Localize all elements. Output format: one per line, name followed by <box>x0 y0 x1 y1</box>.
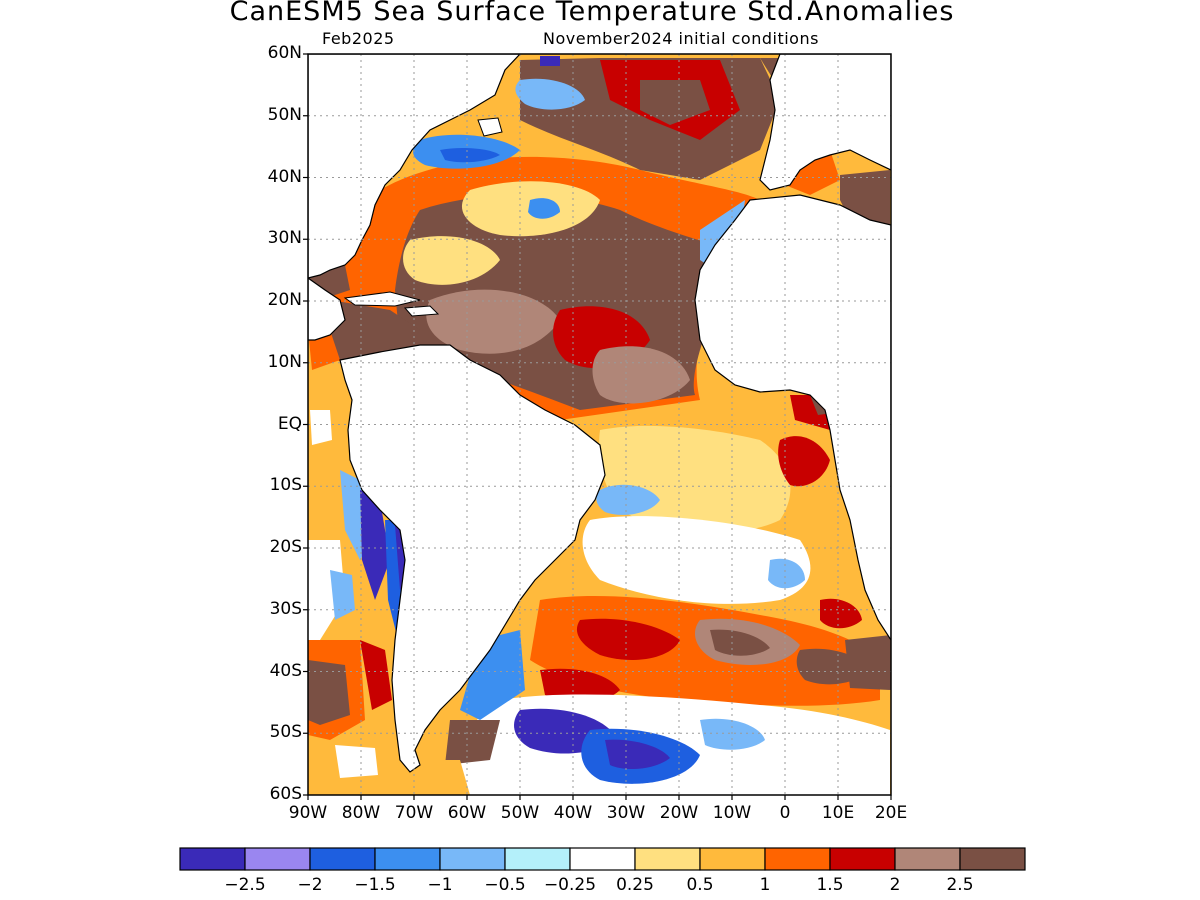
lon-tick-label: 90W <box>288 803 328 823</box>
lat-tick-label: 10S <box>269 475 302 496</box>
lat-tick-label: 20S <box>269 537 302 557</box>
lon-tick-label: 80W <box>341 803 381 823</box>
lat-tick-label: 40N <box>267 166 302 187</box>
lon-tick-label: 10W <box>712 803 752 823</box>
chart-title: CanESM5 Sea Surface Temperature Std.Anom… <box>229 0 955 27</box>
lon-tick-label: 60W <box>447 803 487 823</box>
colorbar-label: 1.5 <box>816 875 843 895</box>
graticule <box>308 54 891 795</box>
lon-tick-label: 70W <box>394 803 434 823</box>
colorbar-swatch <box>244 847 311 871</box>
colorbar-label: −0.25 <box>544 875 596 895</box>
colorbar-swatch <box>634 847 701 871</box>
hispaniola-island <box>403 305 440 317</box>
axis-ticks <box>303 53 892 800</box>
lon-tick-label: 10E <box>821 803 855 823</box>
colorbar-swatch <box>699 847 766 871</box>
colorbar-label: 1 <box>760 875 771 895</box>
colorbar-swatch <box>309 847 376 871</box>
lon-tick-label: 0 <box>779 803 791 823</box>
valid-month-label: Feb2025 <box>322 29 395 48</box>
colorbar-swatch <box>374 847 441 871</box>
colorbar-label: 0.25 <box>616 875 654 895</box>
east-pacific-anomalies <box>308 330 410 795</box>
lon-tick-label: 20W <box>659 803 699 823</box>
lon-tick-label: 20E <box>874 803 908 823</box>
newfoundland-island <box>477 117 503 137</box>
map-plot-area <box>308 54 891 795</box>
south-atlantic-anomalies <box>400 395 891 795</box>
colorbar-label: 2 <box>890 875 901 895</box>
colorbar: −2.5 −2 −1.5 −1 −0.5 −0.25 0.25 0.5 1 1.5 2 2.5 <box>179 847 1026 895</box>
colorbar-swatch <box>894 847 961 871</box>
colorbar-label: −2.5 <box>224 875 265 895</box>
colorbar-swatch <box>959 847 1026 871</box>
colorbar-label: 0.5 <box>686 875 713 895</box>
colorbar-label: −2 <box>297 875 322 895</box>
africa-land <box>694 194 891 642</box>
lat-tick-label: 30S <box>269 598 302 619</box>
lat-tick-label: 10N <box>267 351 302 372</box>
lat-tick-label: 60N <box>267 43 302 63</box>
central-america-land <box>308 277 346 341</box>
lon-tick-label: 40W <box>553 803 593 823</box>
colorbar-swatch <box>504 847 571 871</box>
colorbar-swatch <box>439 847 506 871</box>
lat-tick-label: 20N <box>267 290 302 310</box>
lat-tick-label: 30N <box>267 228 302 249</box>
lat-tick-label: 50S <box>269 722 302 743</box>
colorbar-swatch <box>764 847 831 871</box>
colorbar-label: −1.5 <box>354 875 395 895</box>
south-america-land <box>339 344 606 773</box>
lon-tick-label: 30W <box>606 803 646 823</box>
colorbar-label: 2.5 <box>946 875 973 895</box>
north-atlantic-anomalies <box>308 56 890 420</box>
lat-tick-label: EQ <box>277 413 302 434</box>
colorbar-label: −0.5 <box>484 875 525 895</box>
lon-tick-label: 50W <box>500 803 540 823</box>
colorbar-label: −1 <box>427 875 452 895</box>
colorbar-swatch <box>569 847 636 871</box>
lat-tick-label: 60S <box>269 784 302 804</box>
initial-conditions-label: November2024 initial conditions <box>543 29 819 48</box>
cuba-island <box>343 291 421 307</box>
lat-tick-label: 40S <box>269 660 302 681</box>
colorbar-swatch <box>829 847 896 871</box>
colorbar-swatch <box>179 847 246 871</box>
lat-tick-label: 50N <box>267 104 302 125</box>
